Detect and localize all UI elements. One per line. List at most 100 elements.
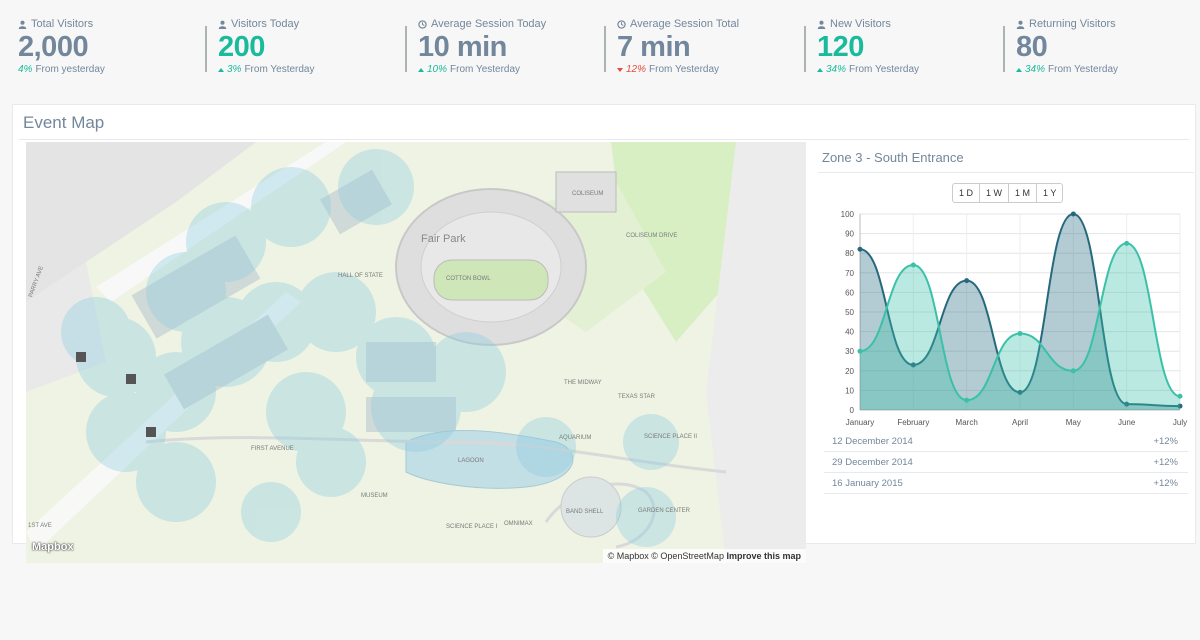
stat-divider <box>205 26 207 72</box>
x-tick-label: February <box>897 418 929 427</box>
stat-change-suffix: From Yesterday <box>649 64 720 75</box>
event-map[interactable]: Fair Park COTTON BOWL COLISEUM AQUARIUM … <box>26 142 806 563</box>
stat-change: 12% From Yesterday <box>617 64 739 75</box>
y-tick-label: 0 <box>850 406 855 415</box>
y-tick-label: 60 <box>845 288 854 297</box>
svg-text:BAND SHELL: BAND SHELL <box>566 509 604 515</box>
list-item-change: +12% <box>1153 477 1178 489</box>
data-point <box>910 262 916 268</box>
stat-value: 80 <box>1016 31 1048 63</box>
y-tick-label: 10 <box>845 386 854 395</box>
data-point <box>964 397 970 403</box>
improve-map-link[interactable]: Improve this map <box>726 551 801 561</box>
stat-label-text: Visitors Today <box>231 18 300 30</box>
data-point <box>857 246 863 252</box>
list-item-date: 12 December 2014 <box>832 435 913 447</box>
y-tick-label: 20 <box>845 367 854 376</box>
range-button-1y[interactable]: 1 Y <box>1036 183 1064 203</box>
user-icon <box>1016 20 1025 29</box>
svg-text:SCIENCE PLACE II: SCIENCE PLACE II <box>644 434 697 440</box>
data-point <box>1017 331 1023 337</box>
data-point <box>1177 403 1183 409</box>
x-tick-label: April <box>1012 418 1028 427</box>
svg-text:COLISEUM: COLISEUM <box>572 191 603 197</box>
data-point <box>1017 389 1023 395</box>
stat-label-text: Average Session Total <box>630 18 740 30</box>
list-item-date: 29 December 2014 <box>832 456 913 468</box>
range-button-1d[interactable]: 1 D <box>952 183 981 203</box>
attribution-text[interactable]: © Mapbox © OpenStreetMap <box>607 551 724 561</box>
stat-label-text: Returning Visitors <box>1029 18 1116 30</box>
data-point <box>1124 240 1130 246</box>
stat-change-percent: 34% <box>826 64 847 75</box>
mapbox-logo[interactable]: Mapbox <box>32 541 74 553</box>
stat-change: 3% From Yesterday <box>218 64 315 75</box>
stat-card: New Visitors 120 34% From Yesterday <box>817 18 919 78</box>
svg-text:COTTON BOWL: COTTON BOWL <box>446 276 491 282</box>
series-area-1 <box>860 214 1180 410</box>
map-canvas[interactable]: Fair Park COTTON BOWL COLISEUM AQUARIUM … <box>26 142 806 563</box>
stat-change-percent: 10% <box>427 64 448 75</box>
clock-icon <box>617 19 626 29</box>
svg-text:FIRST AVENUE: FIRST AVENUE <box>251 446 294 452</box>
stats-strip: Total Visitors 2,000 4% From yesterday Visit… <box>0 0 1200 96</box>
stat-card: Visitors Today 200 3% From Yesterday <box>218 18 315 78</box>
stat-divider <box>1003 26 1005 72</box>
svg-text:THE MIDWAY: THE MIDWAY <box>564 380 602 386</box>
stat-label-text: Total Visitors <box>31 18 94 30</box>
stat-change-suffix: From Yesterday <box>244 64 315 75</box>
list-item[interactable]: 12 December 2014 +12% <box>824 431 1188 452</box>
stat-divider <box>405 26 407 72</box>
series-area-2 <box>860 243 1180 410</box>
svg-text:SCIENCE PLACE I: SCIENCE PLACE I <box>446 524 498 530</box>
stat-card: Average Session Today 10 min 10% From Yeste… <box>418 18 546 78</box>
svg-text:TEXAS STAR: TEXAS STAR <box>618 394 656 400</box>
stat-label-text: Average Session Today <box>431 18 547 30</box>
list-item-change: +12% <box>1153 435 1178 447</box>
svg-text:OMNIMAX: OMNIMAX <box>504 521 533 527</box>
stat-label: Total Visitors <box>18 18 105 30</box>
map-attribution: © Mapbox © OpenStreetMap Improve this ma… <box>602 549 806 563</box>
caret-up-icon <box>418 67 424 72</box>
stat-value: 200 <box>218 31 265 63</box>
x-tick-label: June <box>1118 418 1136 427</box>
stat-value: 7 min <box>617 31 691 63</box>
y-tick-label: 70 <box>845 269 854 278</box>
stat-change-percent: 4% <box>18 64 33 75</box>
y-tick-label: 90 <box>845 230 854 239</box>
y-tick-label: 100 <box>841 210 855 219</box>
stat-label: Average Session Total <box>617 18 739 30</box>
x-tick-label: March <box>956 418 978 427</box>
caret-up-icon <box>1016 67 1022 72</box>
zone-divider <box>818 172 1194 173</box>
stat-card: Returning Visitors 80 34% From Yesterday <box>1016 18 1118 78</box>
stat-change-suffix: From Yesterday <box>450 64 521 75</box>
stat-label: Visitors Today <box>218 18 315 30</box>
x-tick-label: May <box>1066 418 1081 427</box>
list-item[interactable]: 29 December 2014 +12% <box>824 452 1188 473</box>
data-point <box>1070 368 1076 374</box>
data-point <box>1070 211 1076 217</box>
stat-change: 34% From Yesterday <box>817 64 919 75</box>
data-point <box>857 348 863 354</box>
stat-change-suffix: From Yesterday <box>849 64 920 75</box>
user-icon <box>18 20 27 29</box>
stat-label: Average Session Today <box>418 18 546 30</box>
svg-text:AQUARIUM: AQUARIUM <box>559 435 591 441</box>
stat-divider <box>804 26 806 72</box>
y-tick-label: 30 <box>845 347 854 356</box>
range-button-1m[interactable]: 1 M <box>1008 183 1038 203</box>
clock-icon <box>418 19 427 29</box>
stat-change-percent: 12% <box>626 64 647 75</box>
data-point <box>910 362 916 368</box>
range-button-1w[interactable]: 1 W <box>979 183 1010 203</box>
user-icon <box>817 20 826 29</box>
stat-change-suffix: From yesterday <box>35 64 105 75</box>
stat-label-text: New Visitors <box>830 18 891 30</box>
zone-area-chart: 0 10 20 30 40 50 60 70 80 90 100 January February Mar… <box>841 210 1187 427</box>
list-item[interactable]: 16 January 2015 +12% <box>824 473 1188 494</box>
panel-title: Event Map <box>23 113 105 132</box>
list-item-change: +12% <box>1153 456 1178 468</box>
